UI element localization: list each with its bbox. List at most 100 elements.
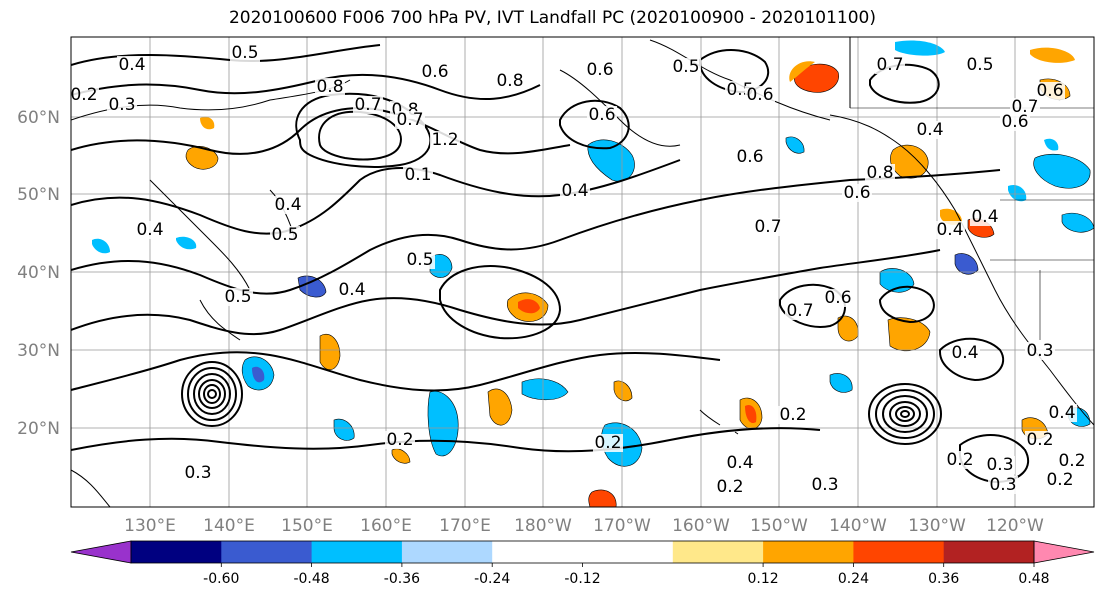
contour-label-bg [745, 86, 775, 104]
colorbar-segment [401, 541, 493, 563]
contour-label: 0.5 [406, 250, 433, 270]
lon-label: 120°W [986, 516, 1044, 536]
contour-label: 0.4 [338, 280, 365, 300]
contour-label: 0.4 [561, 181, 588, 201]
contour-label: 0.2 [716, 477, 743, 497]
contour-label-bg [353, 96, 383, 114]
contour-label: 0.2 [386, 430, 413, 450]
contour-label: 0.7 [786, 301, 813, 321]
contour-label-bg [230, 44, 260, 62]
colorbar-extend-low [70, 540, 132, 564]
contour-label: 0.6 [736, 147, 763, 167]
contour-label-bg [337, 281, 367, 299]
contour-label: 0.6 [843, 183, 870, 203]
colorbar-segment [672, 541, 764, 563]
contour-label-bg [315, 78, 345, 96]
contour-label: 0.4 [274, 195, 301, 215]
lat-label: 40°N [17, 263, 60, 283]
contour-label-bg [403, 166, 433, 184]
contour-label: 0.5 [966, 55, 993, 75]
contour-label: 0.6 [588, 105, 615, 125]
contour-label-bg [420, 63, 450, 81]
cyclone-east [868, 383, 942, 445]
contour-label: 0.2 [779, 405, 806, 425]
contour-label: 0.1 [404, 165, 431, 185]
colorbar-segment [311, 541, 403, 563]
contour-labels: 0.40.2 0.30.50.80.70.6 0.80.6 0.5 0.70.50.60… [71, 43, 1087, 497]
contour-label: 0.4 [971, 207, 998, 227]
colorbar-tick-label: 0.36 [928, 571, 959, 587]
colorbar-tick-label: -0.24 [474, 571, 510, 587]
colorbar-segment [763, 541, 854, 563]
contour-label: 0.6 [746, 85, 773, 105]
contour-label-bg [823, 289, 853, 307]
colorbar-segment [853, 541, 945, 563]
plot-title: 2020100600 F006 700 hPa PV, IVT Landfall… [228, 8, 876, 28]
contour-label-bg [1010, 98, 1040, 116]
contour-label-bg [970, 208, 1000, 226]
contour-label-bg [735, 148, 765, 166]
contour-label: 0.6 [421, 62, 448, 82]
contour-label-bg [842, 184, 872, 202]
contour-label: 0.5 [271, 225, 298, 245]
contour-label-bg [135, 221, 165, 239]
contour-label: 0.8 [496, 71, 523, 91]
contour-label-bg [183, 464, 213, 482]
colorbar-segment [131, 541, 222, 563]
contour-label-bg [1025, 342, 1055, 360]
contour-label-bg [915, 121, 945, 139]
contour-label-bg [810, 476, 840, 494]
latitude-labels: 60°N 50°N 40°N 30°N 20°N [17, 108, 60, 439]
contour-label: 0.4 [136, 220, 163, 240]
colorbar-segment [943, 541, 1035, 563]
contour-label: 0.7 [396, 110, 423, 130]
contour-label-bg [585, 61, 615, 79]
lon-label: 160°W [672, 516, 730, 536]
colorbar-segment [221, 541, 313, 563]
lon-label: 170°E [439, 516, 491, 536]
contour-label: 0.3 [108, 95, 135, 115]
contour-label-bg [1057, 452, 1087, 470]
lat-label: 60°N [17, 108, 60, 128]
colorbar-tick-label: 0.24 [838, 571, 869, 587]
contour-label-bg [988, 476, 1018, 494]
longitude-labels: 130°E 140°E 150°E 160°E 170°E 180°W 170°W 160°W… [124, 516, 1044, 536]
contour-label: 0.5 [672, 57, 699, 77]
contour-label: 0.2 [946, 450, 973, 470]
contour-label-bg [385, 431, 415, 449]
contour-label: 0.4 [726, 453, 753, 473]
contour-label-bg [671, 58, 701, 76]
contour-label: 0.2 [594, 433, 621, 453]
contour-label: 0.3 [811, 475, 838, 495]
contour-label-bg [593, 434, 623, 452]
contour-label: 0.5 [224, 287, 251, 307]
contour-label-bg [273, 196, 303, 214]
contour-label-bg [753, 218, 783, 236]
contour-label-bg [395, 111, 425, 129]
colorbar-tick-label: -0.12 [564, 571, 600, 587]
contour-label: 0.7 [1011, 97, 1038, 117]
colorbar-tick-label: -0.60 [203, 571, 239, 587]
contour-label-bg [107, 96, 137, 114]
lon-label: 130°E [124, 516, 176, 536]
contour-label-bg [950, 344, 980, 362]
contour-label: 0.4 [1048, 403, 1075, 423]
contour-label: 0.7 [354, 95, 381, 115]
contour-label: 0.4 [936, 220, 963, 240]
contour-label: 0.6 [586, 60, 613, 80]
lon-label: 130°W [908, 516, 966, 536]
contour-label: 0.3 [184, 463, 211, 483]
contour-label-bg [865, 164, 895, 182]
contour-label-bg [725, 454, 755, 472]
contour-label-bg [587, 106, 617, 124]
colorbar-tick-label: -0.48 [293, 571, 329, 587]
contour-label: 0.3 [986, 455, 1013, 475]
lat-label: 20°N [17, 419, 60, 439]
contour-label-bg [117, 56, 147, 74]
contour-label: 0.4 [118, 55, 145, 75]
contour-label-bg [778, 406, 808, 424]
contour-label: 0.6 [1001, 112, 1028, 132]
colorbar-tick-label: -0.36 [384, 571, 420, 587]
contour-label: 0.6 [824, 288, 851, 308]
